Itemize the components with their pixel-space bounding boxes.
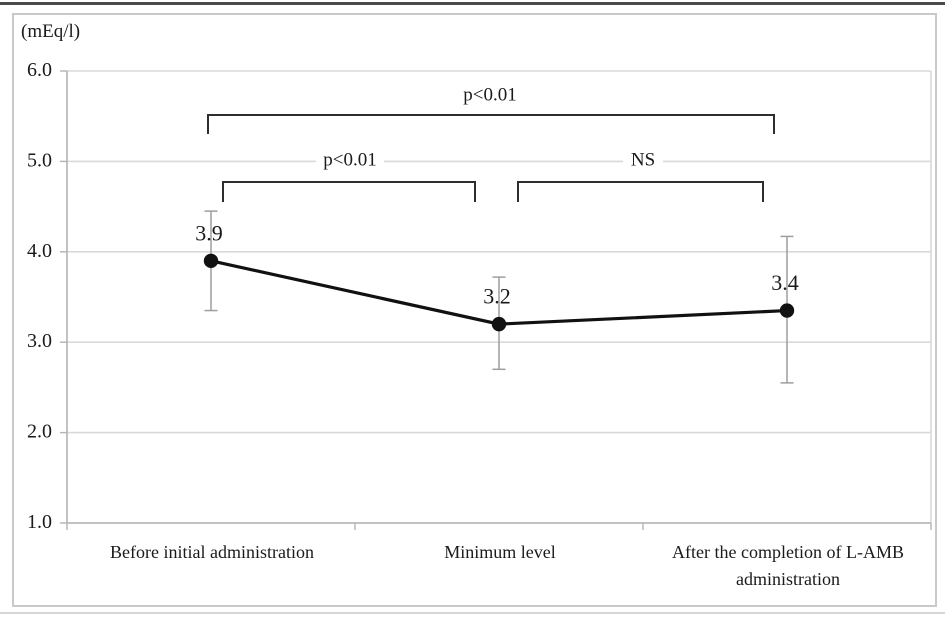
significance-label-bg [456,84,524,106]
significance-label-bg [316,149,384,171]
significance-label: NS [631,150,655,171]
x-category-label: After the completion of L-AMB [672,542,904,562]
data-point [491,316,507,332]
data-point [203,253,219,269]
page-top-rule [0,2,945,5]
significance-bracket-2 [517,181,764,202]
y-tick-label: 1.0 [27,511,52,533]
significance-label: p<0.01 [323,150,376,171]
significance-label-bg [623,149,663,171]
data-point-label: 3.2 [483,284,511,309]
page-bottom-rule [0,612,945,614]
y-tick-label: 6.0 [27,59,52,81]
y-tick-label: 5.0 [27,149,52,171]
x-category-label: Minimum level [444,542,556,562]
data-point [779,303,795,318]
x-category-label: administration [736,569,840,589]
data-point-label: 3.9 [195,220,223,245]
significance-bracket-1 [222,181,476,202]
data-point-label: 3.4 [771,270,799,295]
x-category-label: Before initial administration [110,542,314,562]
significance-bracket-0 [207,114,775,134]
y-tick-label: 4.0 [27,240,52,262]
y-tick-label: 3.0 [27,330,52,352]
y-tick-label: 2.0 [27,421,52,443]
significance-label: p<0.01 [463,85,516,106]
y-axis-unit-label: (mEq/l) [21,21,81,42]
